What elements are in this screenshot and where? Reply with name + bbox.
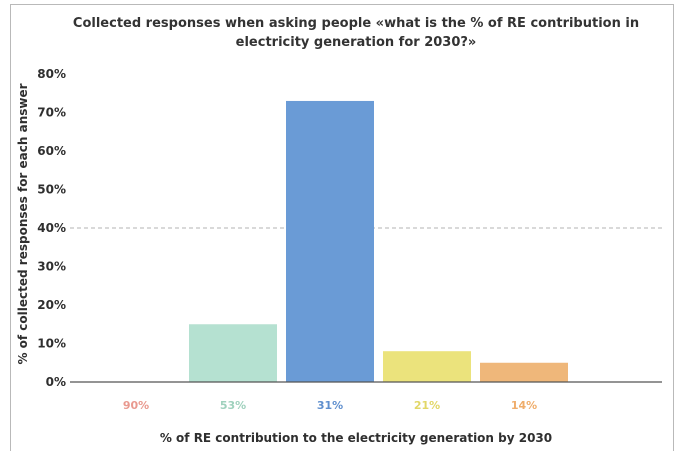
bar <box>383 351 471 382</box>
y-axis-label: % of collected responses for each answer <box>16 83 30 364</box>
y-tick-label: 20% <box>37 298 66 312</box>
y-tick-label: 0% <box>46 375 66 389</box>
x-tick-label: 21% <box>414 399 440 412</box>
chart-frame <box>10 4 674 451</box>
y-tick-labels: 0% 10% 20% 30% 40% 50% 60% 70% 80% <box>37 67 66 389</box>
chart-title-line-1: Collected responses when asking people «… <box>73 16 639 31</box>
y-tick-label: 50% <box>37 183 66 197</box>
x-tick-label: 90% <box>123 399 149 412</box>
x-tick-label: 14% <box>511 399 537 412</box>
x-tick-label: 53% <box>220 399 246 412</box>
y-tick-label: 70% <box>37 106 66 120</box>
bar <box>480 362 568 382</box>
y-tick-label: 30% <box>37 260 66 274</box>
bar <box>286 100 374 382</box>
x-axis-label: % of RE contribution to the electricity … <box>160 431 552 445</box>
y-tick-label: 10% <box>37 337 66 351</box>
bar <box>189 324 277 382</box>
y-tick-label: 60% <box>37 144 66 158</box>
chart-title-line-2: electricity generation for 2030?» <box>236 35 477 50</box>
y-tick-label: 40% <box>37 221 66 235</box>
x-tick-label: 31% <box>317 399 343 412</box>
bars <box>189 100 568 382</box>
y-tick-label: 80% <box>37 67 66 81</box>
x-tick-labels: 90% 53% 31% 21% 14% <box>123 399 537 412</box>
